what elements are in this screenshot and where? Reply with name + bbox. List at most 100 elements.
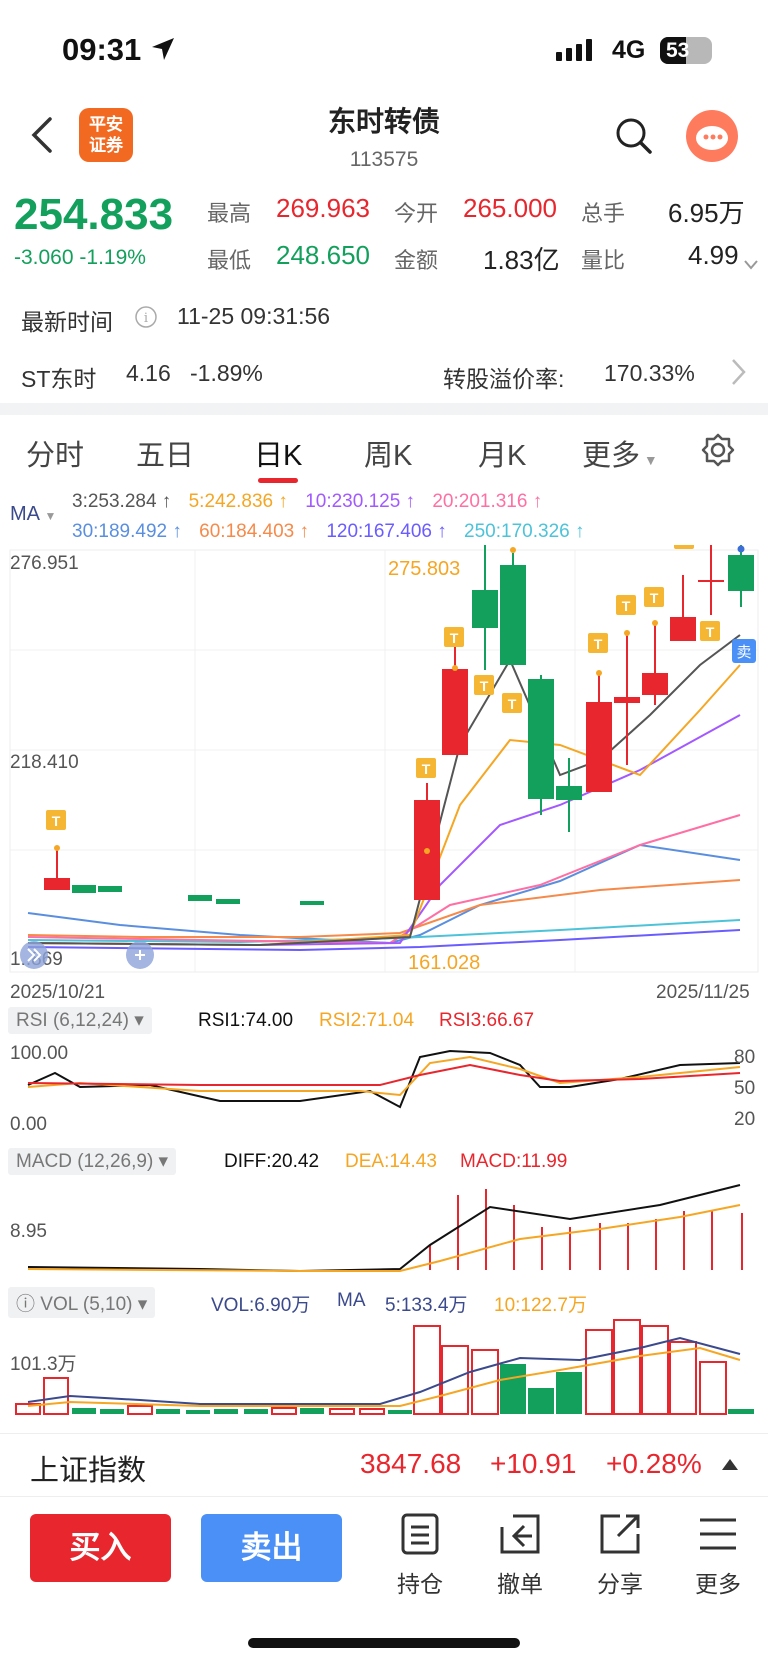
index-name: 上证指数 <box>30 1455 147 1487</box>
ma10-value: 10:230.125 ↑ <box>305 491 416 512</box>
ma3-value: 3:253.284 ↑ <box>72 491 172 512</box>
home-indicator[interactable] <box>248 1638 520 1648</box>
date-end: 2025/11/25 <box>656 982 750 1003</box>
macd-value: MACD:11.99 <box>460 1151 568 1172</box>
ma-selector[interactable]: MA ▼ <box>10 503 56 526</box>
rsi-level-80: 80 <box>734 1047 755 1068</box>
page-title: 东时转债 <box>327 106 440 137</box>
tab-weekly-k[interactable]: 周K <box>364 440 413 472</box>
assistant-avatar-icon[interactable] <box>686 110 738 162</box>
index-value: 3847.68 <box>360 1448 462 1479</box>
more-button[interactable]: 更多 <box>688 1512 748 1599</box>
vol-ma-label: MA <box>337 1290 366 1311</box>
ma-dropdown-icon: ▼ <box>44 509 57 523</box>
svg-text:i: i <box>144 311 148 326</box>
battery-level: 53 <box>666 39 690 62</box>
t-tag: T <box>52 813 61 829</box>
open-label: 今开 <box>394 201 439 226</box>
volume-value: 6.95万 <box>668 198 745 228</box>
tab-intraday[interactable]: 分时 <box>26 440 85 472</box>
index-pct: +0.28% <box>606 1448 702 1479</box>
rsi2-value: RSI2:71.04 <box>319 1010 415 1031</box>
volume-label: 总手 <box>581 201 626 226</box>
t-tag: T <box>650 590 659 606</box>
ma-values-row-2: 30:189.492 ↑ 60:184.403 ↑ 120:167.406 ↑ … <box>72 521 762 543</box>
settings-icon[interactable] <box>700 432 736 468</box>
positions-label: 持仓 <box>397 1571 443 1597</box>
status-time: 09:31 <box>62 32 142 67</box>
cancel-order-label: 撤单 <box>497 1571 543 1597</box>
rsi-selector[interactable]: RSI (6,12,24) ▾ <box>8 1007 152 1034</box>
cancel-order-icon <box>500 1514 540 1554</box>
ratio-value: 4.99 <box>688 240 739 270</box>
rsi-y-bottom: 0.00 <box>10 1114 47 1135</box>
y-axis-mid: 218.410 <box>10 752 79 773</box>
share-label: 分享 <box>597 1571 643 1597</box>
ma60-value: 60:184.403 ↑ <box>199 521 310 542</box>
vol-selector[interactable]: ⓘ VOL (5,10) ▾ <box>8 1287 156 1318</box>
search-icon[interactable] <box>614 116 654 156</box>
macd-y-value: 8.95 <box>10 1221 47 1242</box>
y-axis-top: 276.951 <box>10 553 79 574</box>
last-price: 254.833 <box>14 190 174 239</box>
info-icon[interactable]: i <box>134 305 158 329</box>
security-code: 113575 <box>349 148 419 171</box>
signal-icon <box>556 39 592 61</box>
more-label: 更多 <box>695 1571 741 1597</box>
macd-selector[interactable]: MACD (12,26,9) ▾ <box>8 1148 177 1175</box>
candlestick-chart[interactable]: T T T T T T T T T T 卖 276.951 218.410 1.… <box>0 545 768 975</box>
t-tag: T <box>450 630 459 646</box>
change-pct: -1.19% <box>79 246 146 269</box>
rsi-y-top: 100.00 <box>10 1043 68 1064</box>
ma20-value: 20:201.316 ↑ <box>432 491 543 512</box>
ratio-label: 量比 <box>581 248 626 273</box>
low-value: 248.650 <box>276 240 370 270</box>
change-value: -3.060 <box>14 246 74 269</box>
amount-value: 1.83亿 <box>483 245 560 275</box>
t-tag: T <box>422 761 431 777</box>
chevron-right-icon <box>732 359 746 385</box>
t-tag: T <box>480 678 489 694</box>
back-icon[interactable] <box>28 115 56 155</box>
tab-monthly-k[interactable]: 月K <box>478 440 527 472</box>
share-button[interactable]: 分享 <box>590 1512 650 1599</box>
tab-daily-k[interactable]: 日K <box>254 440 303 472</box>
diff-value: DIFF:20.42 <box>224 1151 320 1172</box>
low-mark: 161.028 <box>408 952 480 974</box>
cancel-order-button[interactable]: 撤单 <box>490 1512 550 1599</box>
rsi1-value: RSI1:74.00 <box>198 1010 294 1031</box>
tab-five-day[interactable]: 五日 <box>136 440 195 472</box>
expand-icon[interactable] <box>742 256 760 274</box>
underlying-price: 4.16 <box>126 360 171 386</box>
menu-icon <box>700 1518 736 1550</box>
vol-ma10: 10:122.7万 <box>494 1295 587 1316</box>
rsi-level-20: 20 <box>734 1109 755 1130</box>
section-divider <box>0 403 768 415</box>
sell-button[interactable]: 卖出 <box>201 1514 342 1582</box>
index-change: +10.91 <box>490 1448 577 1479</box>
t-tag: T <box>622 598 631 614</box>
market-index-bar[interactable]: 上证指数 3847.68 +10.91 +0.28% <box>0 1433 768 1495</box>
t-tag: T <box>706 624 715 640</box>
rsi-chart: 100.00 0.00 80 50 20 <box>10 1043 755 1135</box>
latest-time-value: 11-25 09:31:56 <box>177 303 331 329</box>
latest-time-label: 最新时间 <box>21 309 113 335</box>
buy-button[interactable]: 买入 <box>30 1514 171 1582</box>
t-tag: T <box>508 696 517 712</box>
tab-more[interactable]: 更多 ▼ <box>582 432 658 474</box>
low-label: 最低 <box>207 248 252 273</box>
high-value: 269.963 <box>276 193 370 223</box>
macd-label: MACD (12,26,9) <box>16 1151 154 1172</box>
active-tab-indicator <box>258 478 298 483</box>
positions-button[interactable]: 持仓 <box>390 1512 450 1599</box>
tab-more-label: 更多 <box>582 440 641 472</box>
rsi3-value: RSI3:66.67 <box>439 1010 535 1031</box>
macd-chart: 8.95 <box>10 1184 743 1273</box>
ma30-value: 30:189.492 ↑ <box>72 521 182 542</box>
underlying-stock-row[interactable]: ST东时 4.16 -1.89% 转股溢价率: 170.33% <box>0 345 768 403</box>
high-mark: 275.803 <box>388 558 460 580</box>
dea-value: DEA:14.43 <box>345 1151 437 1172</box>
vol-y-value: 101.3万 <box>10 1354 77 1375</box>
sell-tag: 卖 <box>736 643 751 661</box>
date-start: 2025/10/21 <box>10 982 106 1003</box>
